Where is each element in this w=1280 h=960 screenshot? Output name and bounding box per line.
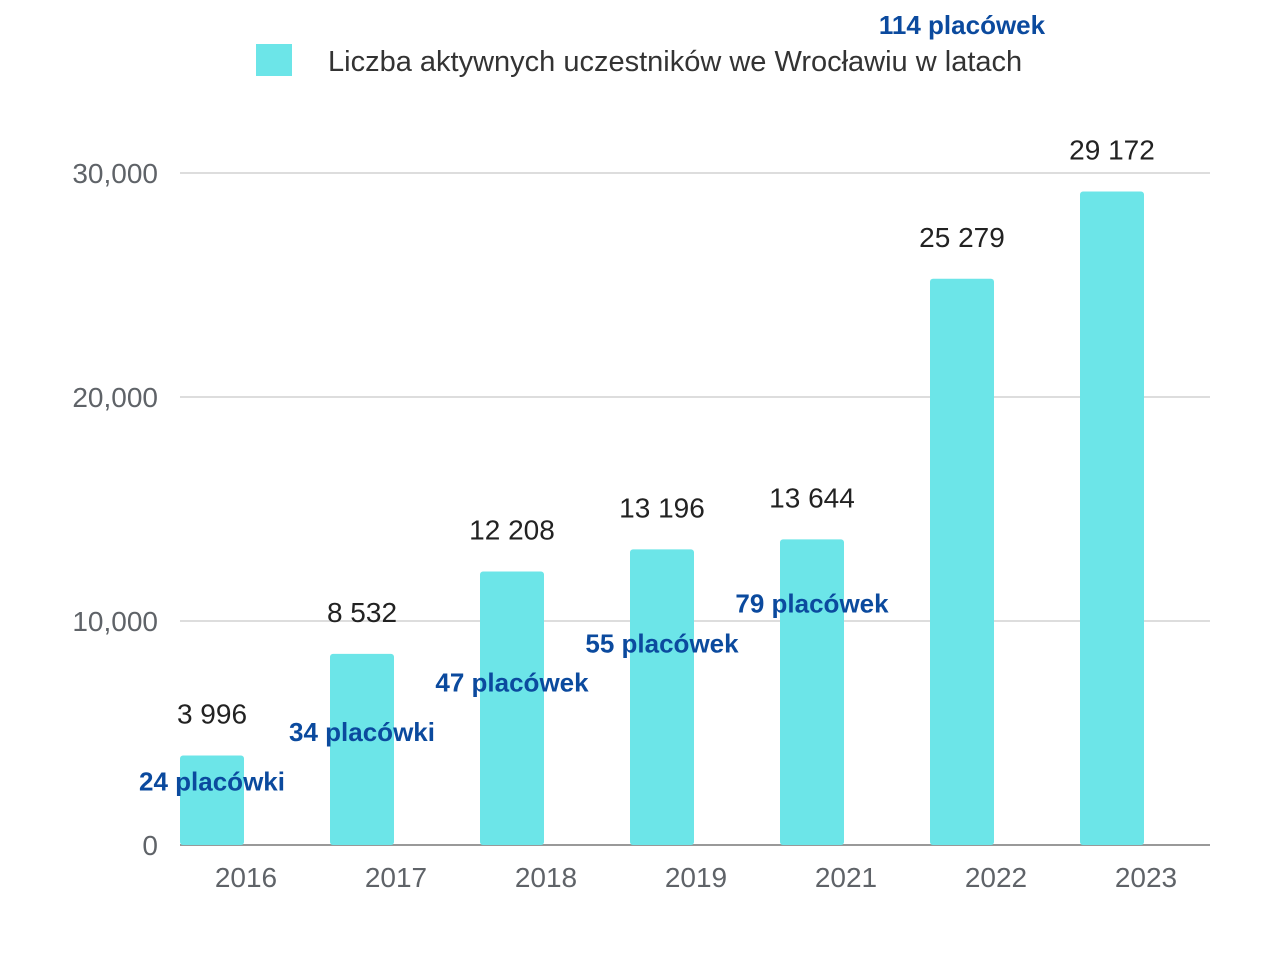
x-axis-ticks: 2016 2017 2018 2019 2021 2022 2023	[215, 862, 1177, 893]
legend: Liczba aktywnych uczestników we Wrocławi…	[256, 44, 1022, 78]
legend-swatch	[256, 44, 292, 76]
bar	[630, 549, 694, 845]
annotation-label: 55 placówek	[585, 628, 739, 658]
data-label: 12 208	[469, 515, 555, 546]
y-axis-ticks: 0 10,000 20,000 30,000	[72, 158, 158, 861]
bar	[330, 653, 394, 845]
x-tick-label: 2017	[365, 862, 427, 893]
data-label: 25 279	[919, 222, 1005, 253]
value-labels: 3 996 8 532 12 208 13 196 13 644 25 279 29 172	[177, 135, 1155, 730]
y-tick-label: 10,000	[72, 606, 158, 637]
bars	[180, 191, 1144, 846]
annotation-label: 47 placówek	[435, 668, 589, 698]
x-tick-label: 2019	[665, 862, 727, 893]
bar	[1080, 191, 1144, 846]
data-label: 8 532	[327, 597, 397, 628]
annotation-label: 79 placówek	[735, 588, 889, 618]
x-tick-label: 2021	[815, 862, 877, 893]
bar	[180, 755, 244, 845]
data-label: 29 172	[1069, 135, 1155, 166]
annotation-label: 24 placówki	[139, 766, 285, 796]
data-label: 13 196	[619, 492, 705, 523]
x-tick-label: 2016	[215, 862, 277, 893]
y-tick-label: 0	[142, 830, 158, 861]
data-label: 3 996	[177, 698, 247, 729]
x-tick-label: 2018	[515, 862, 577, 893]
bar	[480, 571, 544, 845]
annotation-label: 34 placówki	[289, 717, 435, 747]
legend-label: Liczba aktywnych uczestników we Wrocławi…	[328, 46, 1022, 78]
y-tick-label: 20,000	[72, 382, 158, 413]
bar	[780, 539, 844, 845]
x-tick-label: 2023	[1115, 862, 1177, 893]
annotation-label: 114 placówek	[879, 10, 1046, 40]
data-label: 13 644	[769, 482, 855, 513]
y-tick-label: 30,000	[72, 158, 158, 189]
bar	[930, 278, 994, 846]
x-tick-label: 2022	[965, 862, 1027, 893]
